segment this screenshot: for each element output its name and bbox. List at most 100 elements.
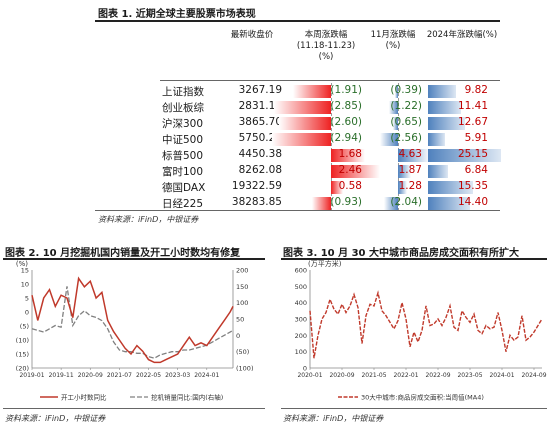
y-tick-label: 200 [295,332,307,340]
y-axis-unit: (万平方米) [308,260,342,268]
x-tick-label: 2019-01 [19,372,44,379]
week-change-value: (2.94) [330,132,362,144]
x-tick-label: 2019-11 [49,372,74,379]
week-change-bar [331,149,365,162]
month-change-bar [395,85,398,98]
ytd-change-value: 5.91 [464,132,488,144]
month-change-value: 1.28 [398,180,422,192]
week-change-bar [274,101,331,114]
series-line-housing-sales [309,290,543,359]
week-change-value: 0.58 [338,180,362,192]
ytd-change-bar [428,149,501,162]
fig2-top-rule [3,258,265,260]
ytd-change-bar [428,85,457,98]
month-change-bar [398,165,412,178]
right-tick-label: 150 [236,283,248,291]
x-tick-label: 2024-09 [521,372,546,379]
right-tick-label: (50) [236,348,249,356]
fig2-title: 图表 2. 10 月挖掘机国内销量及开工小时数均有修复 [5,248,241,259]
month-change-value: 4.63 [398,148,422,160]
month-change-value: (0.39) [390,84,422,96]
zero-axis-line [398,83,399,211]
right-tick-label: 50 [236,316,244,324]
ytd-change-bar [428,101,462,114]
right-tick-label: 100 [236,299,248,307]
x-tick-label: 2021-07 [107,372,132,379]
left-tick-label: (15) [16,351,29,359]
left-tick-label: 10 [21,281,29,289]
x-tick-label: 2022-09 [425,372,450,379]
ytd-change-value: 12.67 [457,116,488,128]
series-line-excavator-sales [31,286,234,359]
fig3-title: 图表 3. 10 月 30 大中城市商品房成交面积有所扩大 [283,248,519,259]
x-tick-label: 2024-01 [194,372,219,379]
fig1-bottom-rule [95,210,500,211]
close-price: 4450.38 [238,148,282,160]
close-price: 3865.70 [238,116,282,128]
row-name: 德国DAX [162,182,206,194]
fig1-top-rule [95,20,500,22]
right-tick-label: (100) [236,365,253,373]
left-tick-label: (5) [20,323,29,331]
month-change-bar [393,117,398,130]
week-change-value: (2.85) [330,100,362,112]
ytd-change-value: 15.35 [457,180,488,192]
month-change-bar [398,149,431,162]
ytd-change-value: 9.82 [464,84,488,96]
week-change-value: (2.60) [330,116,362,128]
ytd-change-value: 14.40 [457,196,488,208]
week-change-bar [331,181,343,194]
x-tick-label: 2023-03 [165,372,190,379]
fig1-source: 资料来源：iFinD，中银证券 [98,215,199,224]
x-tick-label: 2023-05 [457,372,482,379]
month-change-bar [389,101,398,114]
fig3-top-rule [281,258,547,260]
ytd-change-bar [428,181,473,194]
week-change-bar [272,133,331,146]
close-price: 19322.59 [231,180,282,192]
ytd-change-bar [428,197,470,210]
month-change-value: 1.87 [398,164,422,176]
left-tick-label: 0 [25,309,29,317]
month-change-value: (1.22) [390,100,422,112]
ytd-change-value: 6.84 [464,164,488,176]
right-tick-label: 0 [236,332,240,340]
x-tick-label: 2020-09 [78,372,103,379]
row-name: 上证指数 [162,86,204,98]
ytd-change-bar [428,133,446,146]
close-price: 38283.85 [231,196,282,208]
fig3-bottom-rule [281,408,547,409]
y-tick-label: 300 [295,316,307,324]
close-price: 3267.19 [238,84,282,96]
fig2-source: 资料来源：iFinD，中银证券 [5,414,106,423]
ytd-change-bar [428,117,465,130]
week-change-bar [312,197,331,210]
row-name: 标普500 [162,150,204,162]
row-name: 富时100 [162,166,204,178]
x-tick-label: 2020-09 [329,372,354,379]
fig2-bottom-rule [3,408,265,409]
ytd-change-value: 25.15 [457,148,488,160]
x-tick-label: 2022-01 [393,372,418,379]
column-header: 11月涨跌幅(%) [370,30,416,51]
week-change-bar [279,117,331,130]
fig3-source: 资料来源：iFinD，中银证券 [283,414,384,423]
week-change-value: 2.46 [338,164,362,176]
month-change-value: (2.56) [390,132,422,144]
legend-label-excavator-sales: 挖机销量同比:国内(右轴) [151,393,223,402]
legend-label-working-hours: 开工小时数同比 [61,393,107,402]
left-axis-unit: (%) [16,260,28,268]
left-tick-label: (20) [16,365,29,373]
week-change-bar [331,165,381,178]
right-tick-label: 200 [236,267,248,275]
fig1-title: 图表 1. 近期全球主要股票市场表现 [98,9,256,20]
ytd-change-bar [428,165,448,178]
x-tick-label: 2020-01 [297,372,322,379]
y-tick-label: 100 [295,348,307,356]
week-change-value: (1.91) [330,84,362,96]
left-tick-label: (10) [16,337,29,345]
row-name: 日经225 [162,198,204,210]
left-tick-label: 15 [21,267,29,275]
x-tick-label: 2024-01 [489,372,514,379]
